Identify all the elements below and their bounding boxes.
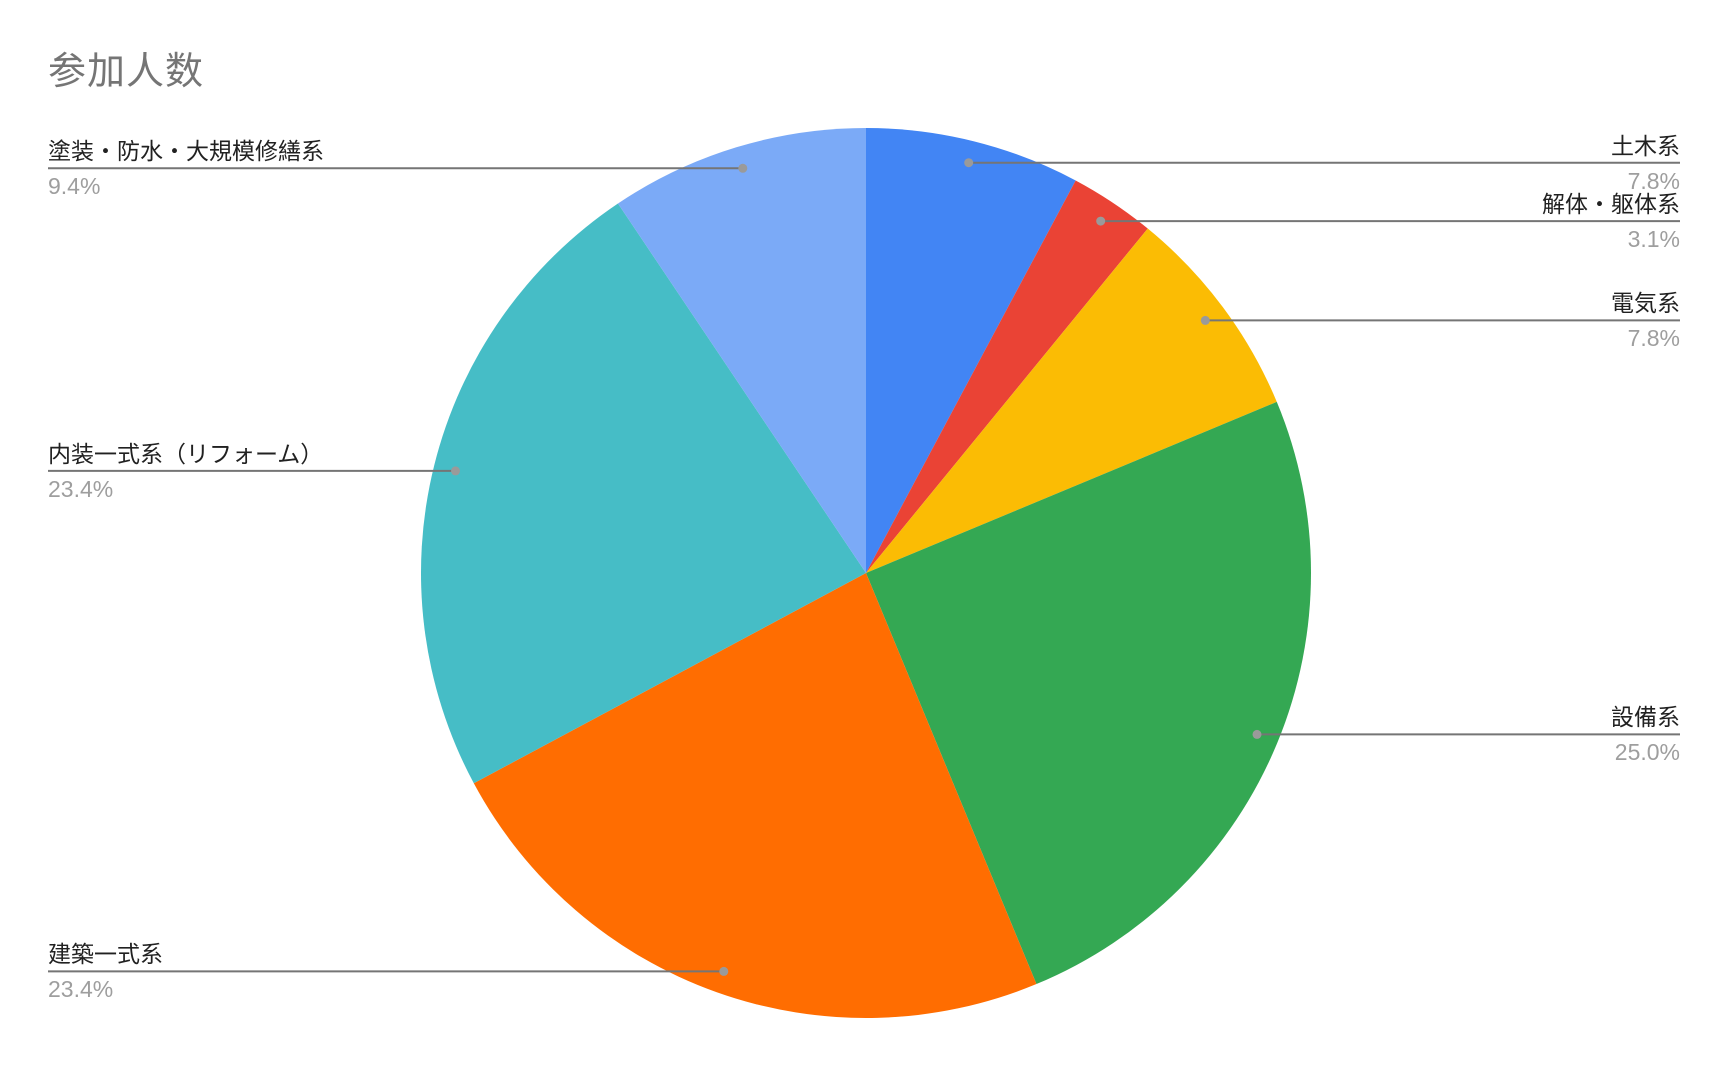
slice-label: 設備系 <box>1611 704 1680 731</box>
slice-label: 内装一式系（リフォーム） <box>48 440 324 467</box>
chart-title: 参加人数 <box>48 51 205 93</box>
slice-percent: 25.0% <box>1614 739 1680 766</box>
pie-slice-7[interactable] <box>617 128 866 573</box>
pie-slice-2[interactable] <box>866 180 1148 574</box>
slice-percent: 7.8% <box>1627 167 1680 194</box>
pie-slice-1[interactable] <box>866 128 1076 573</box>
pie-slice-5[interactable] <box>473 573 1037 1019</box>
slice-percent: 3.1% <box>1627 226 1680 253</box>
callout-dot <box>719 966 729 976</box>
slice-label: 建築一式系 <box>48 941 163 968</box>
slice-percent: 23.4% <box>48 976 114 1003</box>
callout-dot <box>964 158 974 168</box>
slice-label: 塗装・防水・大規模修繕系 <box>48 138 324 165</box>
slice-label: 土木系 <box>1611 132 1680 159</box>
pie-slice-3[interactable] <box>866 228 1277 574</box>
callout-dot <box>1252 729 1262 739</box>
slice-label: 電気系 <box>1611 290 1680 317</box>
callout-dot <box>1200 315 1210 325</box>
pie-slice-6[interactable] <box>420 203 866 784</box>
callout-dot <box>738 163 748 173</box>
pie-slice-4[interactable] <box>866 401 1311 985</box>
callout-dot <box>1096 216 1106 226</box>
slice-percent: 9.4% <box>48 173 101 200</box>
slice-percent: 23.4% <box>48 475 114 502</box>
callout-dot <box>451 466 460 476</box>
slice-label: 解体・躯体系 <box>1542 191 1680 218</box>
slice-percent: 7.8% <box>1627 325 1680 352</box>
